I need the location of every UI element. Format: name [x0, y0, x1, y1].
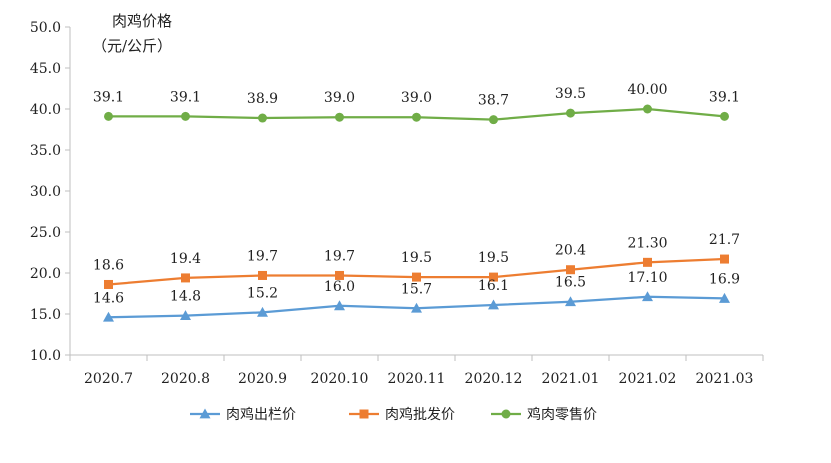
- data-label: 15.2: [247, 285, 278, 301]
- data-point: [104, 111, 113, 121]
- y-tick-label: 45.0: [30, 61, 61, 77]
- y-tick-label: 35.0: [30, 143, 61, 159]
- legend-label: 肉鸡出栏价: [226, 406, 296, 423]
- x-tick-label: 2020.10: [311, 371, 369, 387]
- data-label: 19.7: [247, 248, 278, 264]
- data-label: 14.6: [93, 290, 124, 306]
- data-label: 38.7: [478, 93, 509, 109]
- data-label: 14.8: [170, 289, 201, 305]
- data-label: 17.10: [627, 270, 667, 286]
- data-label: 39.5: [555, 86, 586, 102]
- data-label: 16.9: [709, 271, 740, 287]
- x-tick-label: 2020.7: [84, 371, 133, 387]
- y-tick-label: 40.0: [30, 102, 61, 118]
- data-point: [565, 296, 576, 307]
- data-label: 20.4: [555, 243, 586, 259]
- data-point: [489, 272, 498, 282]
- y-axis-unit-label: （元/公斤）: [92, 37, 172, 55]
- data-point: [181, 273, 190, 283]
- data-label: 19.7: [324, 248, 355, 264]
- data-label: 39.1: [93, 89, 124, 105]
- data-point: [334, 300, 345, 311]
- data-label: 39.0: [324, 90, 355, 106]
- y-tick-label: 30.0: [30, 184, 61, 200]
- x-tick-label: 2021.01: [542, 371, 600, 387]
- legend-label: 鸡肉零售价: [527, 406, 597, 423]
- data-point: [720, 254, 729, 264]
- data-label: 16.1: [478, 278, 509, 294]
- data-label: 15.7: [401, 281, 432, 297]
- data-point: [489, 115, 498, 125]
- chart-title: 肉鸡价格: [112, 12, 172, 30]
- x-tick-label: 2021.02: [619, 371, 677, 387]
- data-label: 16.5: [555, 275, 586, 291]
- y-tick-label: 50.0: [30, 20, 61, 36]
- series-3: [104, 104, 729, 125]
- x-tick-label: 2020.12: [465, 371, 523, 387]
- data-label: 18.6: [93, 257, 124, 273]
- data-label: 16.0: [324, 279, 355, 295]
- legend: 肉鸡出栏价 肉鸡批发价 鸡肉零售价: [190, 406, 597, 423]
- data-point: [103, 311, 114, 322]
- y-tick-label: 25.0: [30, 225, 61, 241]
- legend-item: 肉鸡批发价: [349, 406, 455, 423]
- data-point: [258, 113, 267, 123]
- data-label: 39.0: [401, 90, 432, 106]
- y-tick-label: 10.0: [30, 348, 61, 364]
- data-point: [720, 111, 729, 121]
- data-label: 39.1: [170, 89, 201, 105]
- data-point: [181, 111, 190, 121]
- legend-label: 肉鸡批发价: [385, 406, 455, 423]
- legend-marker: [199, 408, 211, 419]
- data-label: 21.30: [627, 235, 667, 251]
- data-point: [335, 112, 344, 122]
- data-point: [412, 112, 421, 122]
- data-label: 19.4: [170, 251, 201, 267]
- data-label: 21.7: [709, 232, 740, 248]
- y-tick-label: 20.0: [30, 266, 61, 282]
- legend-item: 肉鸡出栏价: [190, 406, 296, 423]
- data-point: [258, 270, 267, 280]
- data-point: [412, 272, 421, 282]
- y-tick-label: 15.0: [30, 307, 61, 323]
- data-label: 19.5: [478, 250, 509, 266]
- x-tick-label: 2020.9: [238, 371, 287, 387]
- data-point: [335, 270, 344, 280]
- data-point: [180, 310, 191, 321]
- data-label: 40.00: [627, 82, 667, 98]
- data-label: 39.1: [709, 89, 740, 105]
- legend-marker: [501, 409, 511, 419]
- series-1: [103, 291, 730, 322]
- legend-marker: [359, 409, 369, 419]
- data-point: [257, 306, 268, 317]
- x-tick-label: 2020.11: [388, 371, 446, 387]
- x-tick-label: 2020.8: [161, 371, 210, 387]
- data-point: [104, 279, 113, 289]
- data-label: 38.9: [247, 91, 278, 107]
- data-point: [643, 257, 652, 267]
- data-point: [488, 299, 499, 310]
- data-point: [411, 302, 422, 313]
- x-tick-label: 2021.03: [696, 371, 754, 387]
- series-2: [104, 254, 729, 289]
- data-point: [566, 108, 575, 118]
- data-label: 19.5: [401, 250, 432, 266]
- data-point: [643, 104, 652, 114]
- data-point: [566, 265, 575, 275]
- data-point: [719, 292, 730, 303]
- data-point: [642, 291, 653, 302]
- legend-item: 鸡肉零售价: [491, 406, 597, 423]
